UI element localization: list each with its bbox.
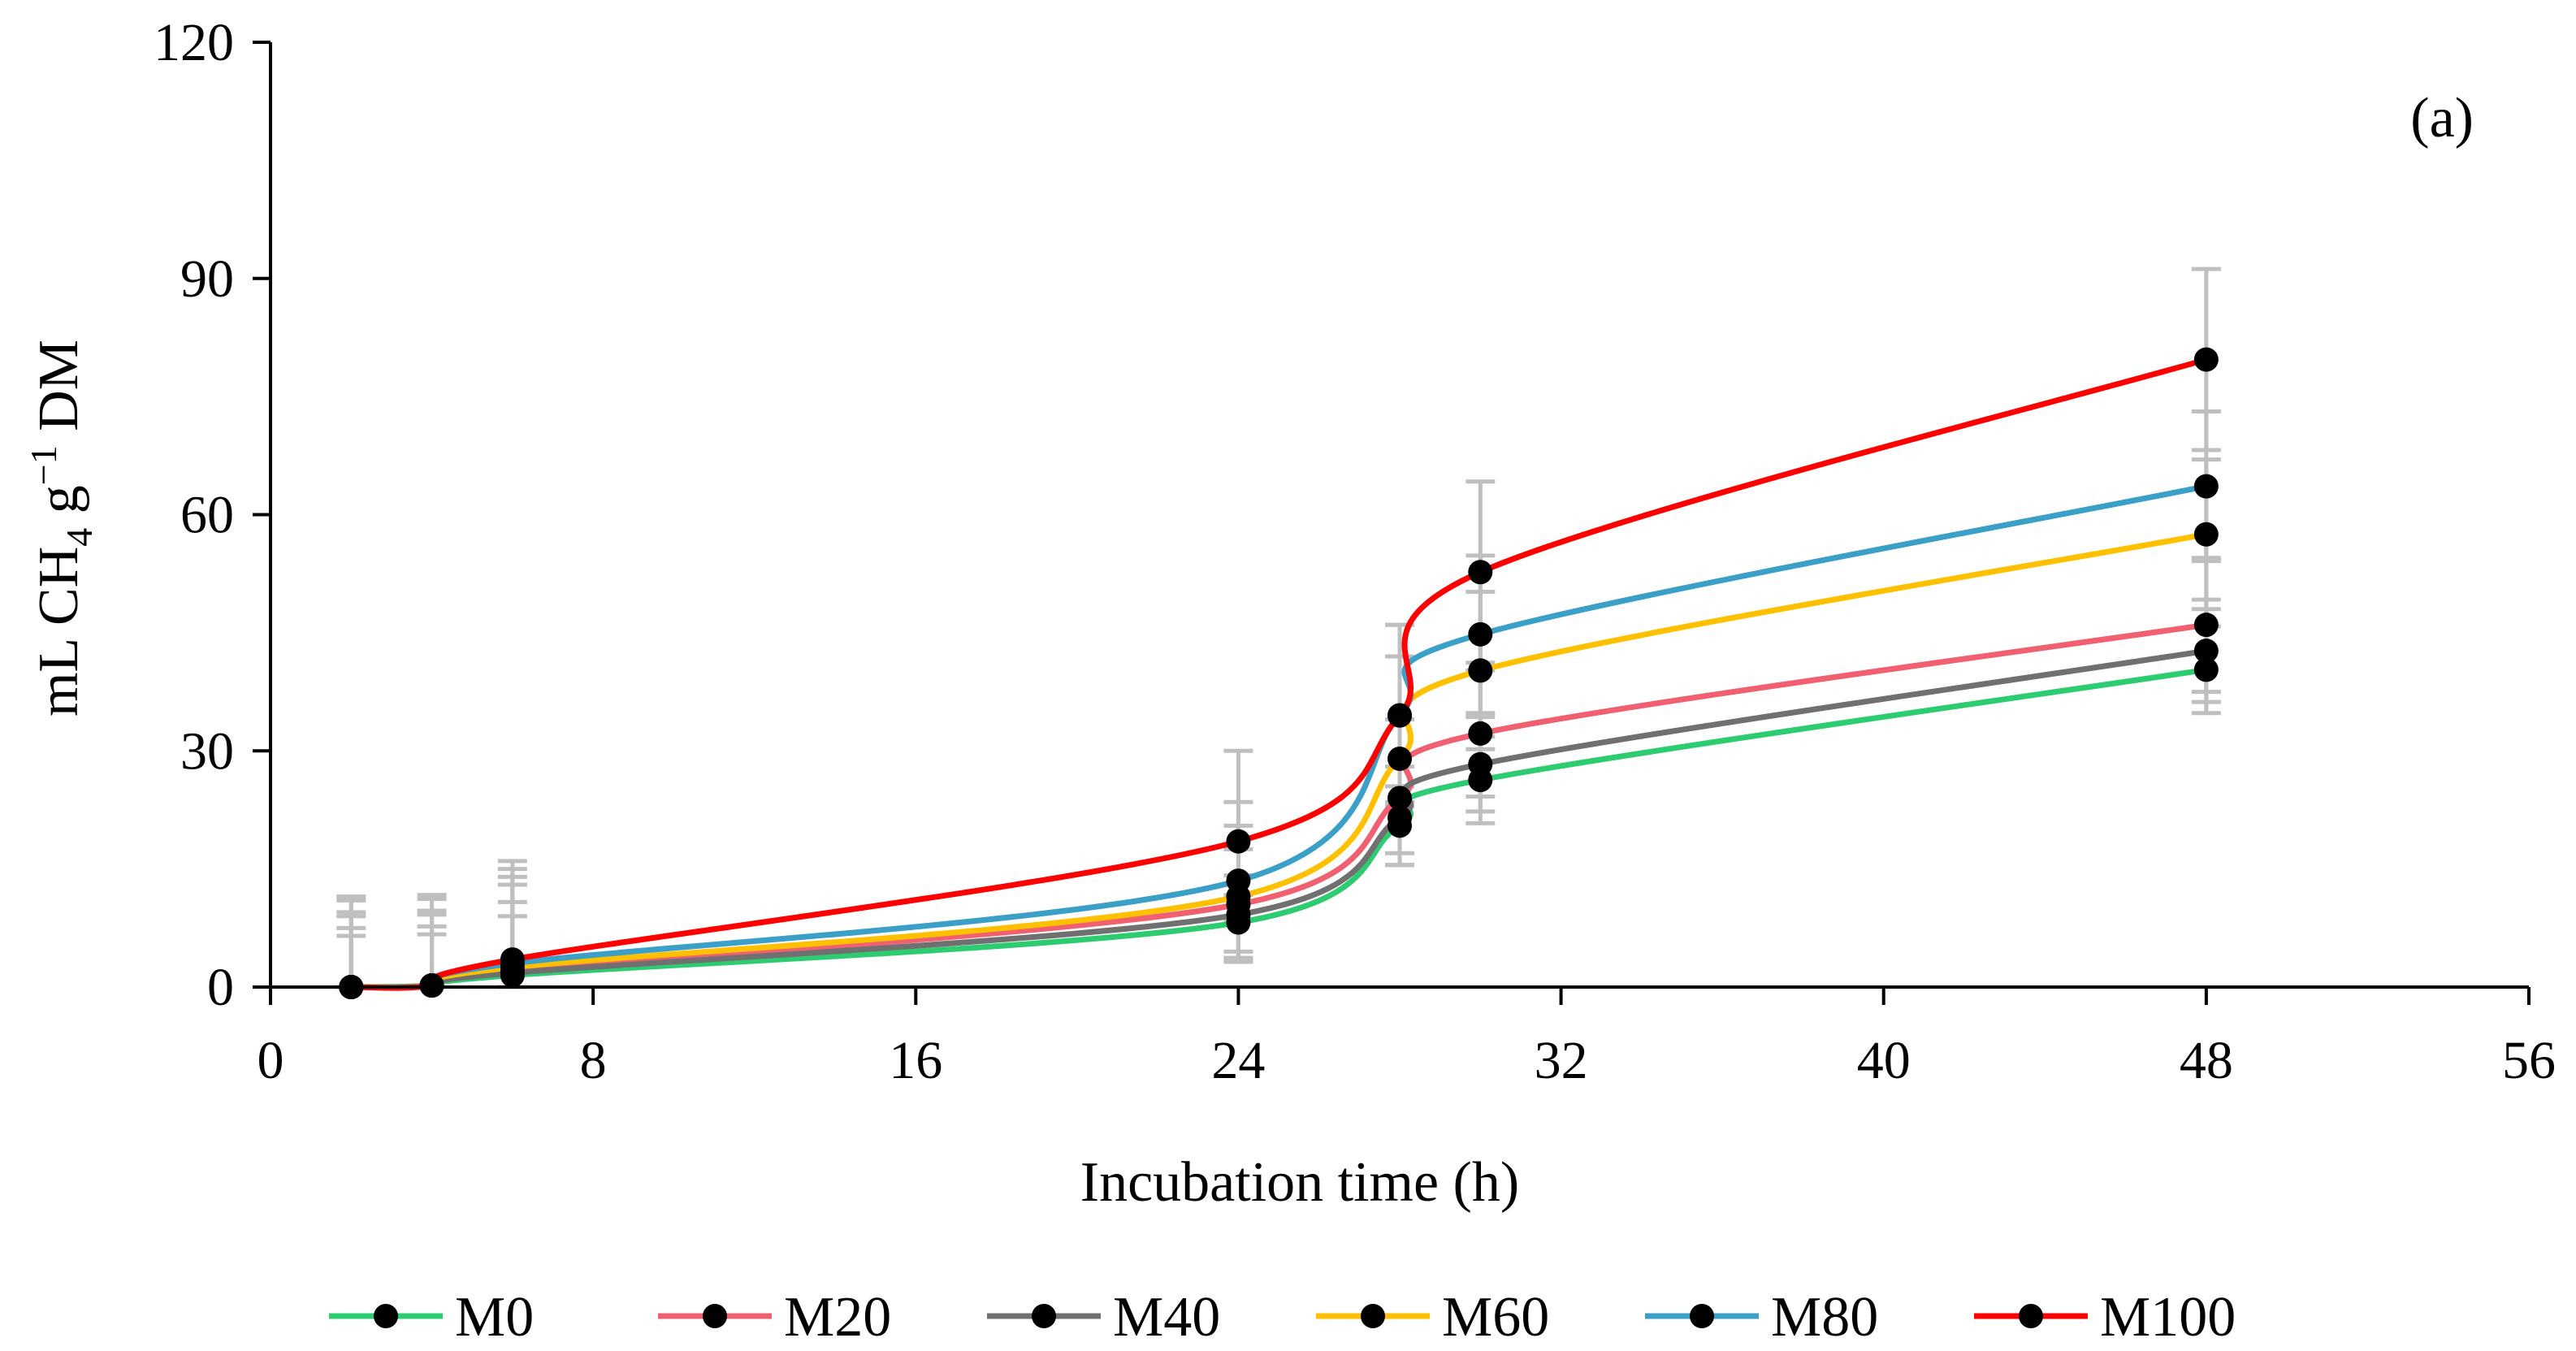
data-point-m0-6 <box>2193 657 2219 682</box>
data-point-m40-3 <box>1226 902 1251 927</box>
legend-marker-m60 <box>1361 1304 1385 1328</box>
y-tick-label-60: 60 <box>180 486 234 545</box>
legend-label-m0: M0 <box>455 1286 534 1349</box>
markers-layer <box>339 347 2219 999</box>
legend-item-m20: M20 <box>658 1286 891 1349</box>
data-point-m60-5 <box>1468 658 1493 683</box>
data-point-m60-6 <box>2193 522 2219 547</box>
y-axis-title-suffix: DM <box>28 340 90 445</box>
data-point-m40-5 <box>1468 751 1493 777</box>
y-tick-label-120: 120 <box>154 13 234 72</box>
series-lines-layer <box>351 357 2207 991</box>
error-bars-layer <box>336 266 2221 989</box>
data-point-m20-5 <box>1468 721 1493 746</box>
legend-marker-m40 <box>1032 1304 1056 1328</box>
x-tick-label-0: 0 <box>258 1031 284 1090</box>
data-point-m20-6 <box>2193 613 2219 638</box>
x-tick-label-16: 16 <box>889 1031 942 1090</box>
legend-item-m40: M40 <box>987 1286 1220 1349</box>
data-point-m80-5 <box>1468 621 1493 647</box>
y-tick-label-30: 30 <box>180 721 234 781</box>
legend: M0 M20 M40 M60 M80 M100 <box>329 1286 2236 1349</box>
y-axis-title-superscript: −1 <box>23 445 64 485</box>
legend-label-m100: M100 <box>2100 1286 2236 1349</box>
y-axis-title-middle: g <box>28 485 90 528</box>
x-tick-label-40: 40 <box>1857 1031 1911 1090</box>
data-point-m80-3 <box>1226 868 1251 894</box>
x-tick-label-8: 8 <box>580 1031 607 1090</box>
data-point-m100-0 <box>339 975 364 999</box>
legend-marker-m100 <box>2019 1304 2043 1328</box>
series-line-m60 <box>351 531 2207 990</box>
legend-item-m100: M100 <box>1974 1286 2236 1349</box>
y-axis-title: mL CH4 g−1 DM <box>23 340 100 717</box>
legend-label-m20: M20 <box>784 1286 891 1349</box>
y-tick-label-90: 90 <box>180 249 234 309</box>
legend-label-m40: M40 <box>1113 1286 1220 1349</box>
data-point-m40-4 <box>1388 805 1412 830</box>
data-point-m100-6 <box>2193 347 2219 372</box>
data-point-m100-1 <box>419 973 444 998</box>
data-point-m100-2 <box>500 947 525 972</box>
legend-label-m80: M80 <box>1771 1286 1878 1349</box>
series-line-m40 <box>351 647 2207 990</box>
data-point-m100-5 <box>1468 560 1493 585</box>
legend-item-m60: M60 <box>1316 1286 1549 1349</box>
data-point-m20-4 <box>1388 786 1412 811</box>
data-point-m60-4 <box>1388 746 1412 771</box>
ticks-layer: 0 30 60 90 120 0 8 16 24 32 40 48 56 <box>154 13 2556 1090</box>
legend-marker-m20 <box>703 1304 727 1328</box>
y-axis-title-prefix: mL CH <box>28 547 90 717</box>
y-axis-title-subscript: 4 <box>58 528 100 547</box>
x-axis-title: Incubation time (h) <box>1080 1151 1519 1214</box>
legend-marker-m0 <box>374 1304 398 1328</box>
data-point-m100-4 <box>1388 703 1412 728</box>
y-tick-label-0: 0 <box>207 958 234 1017</box>
data-point-m40-6 <box>2193 639 2219 664</box>
legend-marker-m80 <box>1690 1304 1714 1328</box>
series-line-m20 <box>351 621 2207 990</box>
x-tick-label-32: 32 <box>1535 1031 1588 1090</box>
legend-label-m60: M60 <box>1442 1286 1549 1349</box>
x-tick-label-48: 48 <box>2180 1031 2233 1090</box>
legend-item-m0: M0 <box>329 1286 534 1349</box>
panel-label: (a) <box>2410 87 2474 149</box>
data-point-m100-3 <box>1226 829 1251 854</box>
legend-item-m80: M80 <box>1645 1286 1878 1349</box>
x-tick-label-24: 24 <box>1211 1031 1265 1090</box>
x-tick-label-56: 56 <box>2502 1031 2556 1090</box>
data-point-m80-6 <box>2193 474 2219 499</box>
